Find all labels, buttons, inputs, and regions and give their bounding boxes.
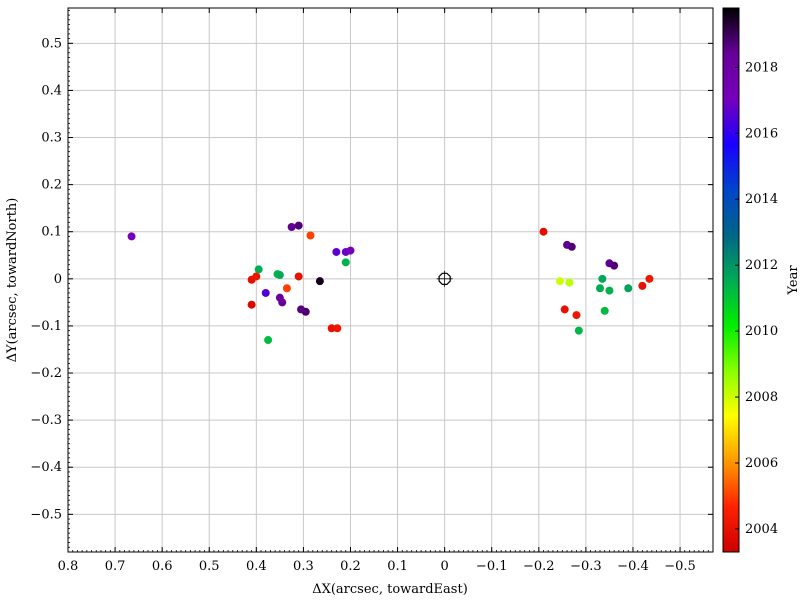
data-point	[341, 258, 350, 267]
colorbar-label: Year	[786, 265, 800, 296]
x-tick-label: 0	[441, 559, 449, 574]
y-tick-label: 0	[54, 272, 62, 287]
x-tick-label: 0.2	[340, 559, 361, 574]
data-point	[332, 247, 341, 256]
data-point	[555, 277, 564, 286]
x-axis: 0.8 0.7 0.6 0.5 0.4 0.3 0.2 0.1 0 −0.1 −0.2 −0.3 −0.…	[58, 8, 709, 574]
data-point	[346, 246, 355, 255]
data-point	[264, 336, 273, 345]
data-point	[572, 311, 581, 320]
x-tick-label: 0.4	[246, 559, 267, 574]
data-point	[596, 284, 605, 293]
data-point	[301, 307, 310, 316]
y-tick-label: 0.3	[41, 131, 62, 146]
y-tick-label: 0.1	[41, 225, 62, 240]
data-point	[560, 305, 569, 314]
reference-marker	[436, 270, 453, 287]
y-axis: 0.5 0.4 0.3 0.2 0.1 0 −0.1 −0.2 −0.3 −0.4 −0.5	[30, 9, 713, 548]
plot-frame	[67, 7, 714, 553]
colorbar-tick-label: 2018	[745, 60, 778, 75]
y-tick-label: −0.4	[30, 460, 62, 475]
x-tick-label: −0.2	[523, 559, 555, 574]
y-tick-label: 0.2	[41, 178, 62, 193]
data-point	[539, 227, 548, 236]
x-tick-label: 0.1	[387, 559, 408, 574]
colorbar	[722, 7, 740, 553]
data-point	[605, 286, 614, 295]
data-point	[254, 265, 263, 274]
data-point	[282, 284, 291, 293]
data-points	[127, 221, 654, 345]
x-tick-label: −0.4	[617, 559, 649, 574]
colorbar-ticks: 2004 2006 2008 2010 2012 2014 2016 2018	[735, 60, 778, 537]
colorbar-tick-label: 2014	[745, 192, 778, 207]
y-tick-label: 0.5	[41, 36, 62, 51]
data-point	[645, 274, 654, 283]
data-point	[315, 277, 324, 286]
y-axis-label: ΔY(arcsec, towardNorth)	[5, 198, 20, 363]
y-tick-label: −0.5	[30, 507, 62, 522]
y-tick-label: −0.3	[30, 413, 62, 428]
x-tick-label: 0.7	[105, 559, 126, 574]
x-tick-label: 0.5	[199, 559, 220, 574]
colorbar-tick-label: 2016	[745, 126, 778, 141]
data-point	[565, 278, 574, 287]
data-point	[294, 221, 303, 230]
y-tick-label: −0.2	[30, 366, 62, 381]
data-point	[306, 231, 315, 240]
data-point	[294, 272, 303, 281]
data-point	[327, 324, 336, 333]
data-point	[127, 232, 136, 241]
data-point	[261, 288, 270, 297]
x-tick-label: 0.8	[58, 559, 79, 574]
data-point	[600, 306, 609, 315]
data-point	[275, 271, 284, 280]
y-tick-label: 0.4	[41, 83, 62, 98]
y-tick-label: −0.1	[30, 319, 62, 334]
x-tick-label: −0.1	[476, 559, 508, 574]
data-point	[333, 324, 342, 333]
data-point	[598, 274, 607, 283]
data-point	[252, 272, 261, 281]
data-point	[287, 223, 296, 232]
data-point	[624, 284, 633, 293]
x-tick-label: 0.3	[293, 559, 314, 574]
grid	[67, 8, 713, 552]
colorbar-tick-label: 2012	[745, 258, 778, 273]
data-point	[278, 298, 287, 307]
data-point	[610, 261, 619, 270]
data-point	[638, 281, 647, 290]
x-tick-label: −0.3	[570, 559, 602, 574]
data-point	[574, 326, 583, 335]
x-tick-label: 0.6	[152, 559, 173, 574]
data-point	[247, 300, 256, 309]
colorbar-tick-label: 2008	[745, 390, 778, 405]
colorbar-tick-label: 2006	[745, 456, 778, 471]
x-tick-label: −0.5	[664, 559, 696, 574]
colorbar-tick-label: 2004	[745, 522, 778, 537]
x-axis-label: ΔX(arcsec, towardEast)	[312, 582, 468, 597]
data-point	[567, 242, 576, 251]
colorbar-tick-label: 2010	[745, 324, 778, 339]
